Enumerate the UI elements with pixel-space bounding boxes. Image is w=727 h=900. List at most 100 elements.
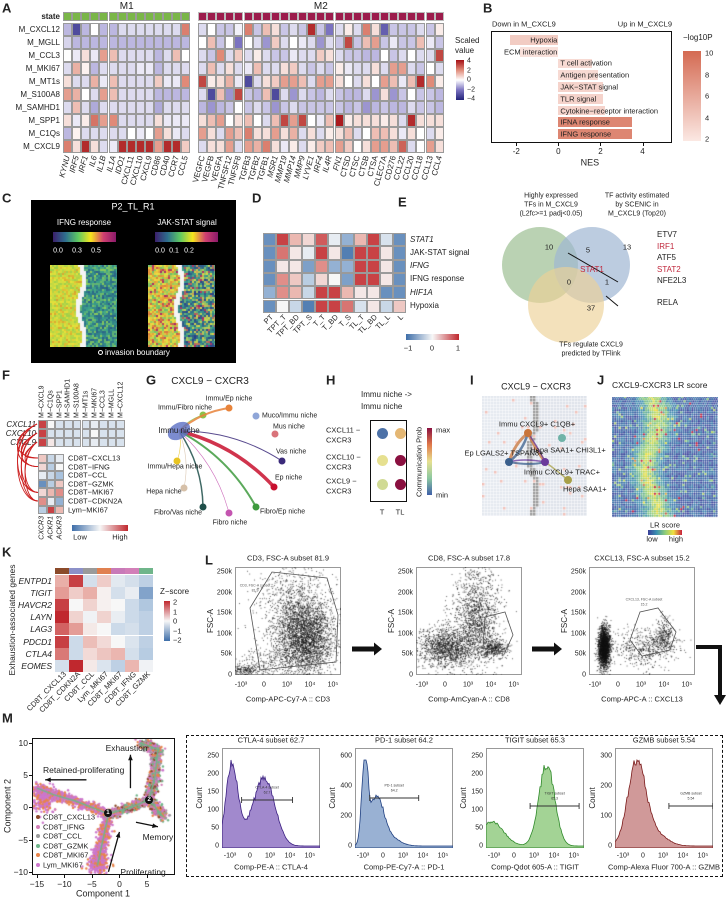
heatmap-cell [261,114,271,127]
heatmap-cell [55,587,69,600]
y-tick-label: 200k [570,589,586,596]
heatmap-cell [352,62,362,75]
state-cell-m2 [207,12,217,21]
heatmap-cell [163,114,173,127]
heatmap-cell [126,23,136,36]
cell-type-label: CD8T−GZMK [68,479,114,489]
boundary-marker-icon [98,350,103,355]
x-tick [558,143,560,146]
heatmap-cell [181,75,191,88]
heatmap-cell [69,575,83,588]
heatmap-cell [252,23,262,36]
heatmap-cell [367,286,380,300]
heatmap-cell [83,575,97,588]
heatmap-cell [261,75,271,88]
heatmap-cell [154,75,164,88]
heatmap-cell [325,114,335,127]
heatmap-cell [216,49,226,62]
heatmap-cell [117,62,127,75]
heatmap-cell [72,36,82,49]
heatmap-cell [380,101,390,114]
heatmap-cell [55,611,69,624]
heatmap-cell [316,75,326,88]
heatmap-cell [46,488,56,497]
heatmap-cell [81,438,91,447]
heatmap-cell [83,647,97,660]
heatmap-cell [97,587,111,600]
heatmap-cell [389,62,399,75]
heatmap-cell [307,49,317,62]
x-tick-label: −5 [87,878,97,889]
y-tick-label: 150 [207,788,219,796]
plot-title: CXCL13, FSC-A subset 15.2 [594,553,690,563]
heatmap-cell [252,75,262,88]
heatmap-cell [69,647,83,660]
heatmap-cell [252,114,262,127]
heatmap-cell [367,272,380,287]
heatmap-cell [139,575,153,588]
heatmap-cell [243,101,253,114]
heatmap-cell [99,62,109,75]
heatmap-cell [97,599,111,612]
heatmap-cell [298,75,308,88]
heatmap-cell [198,62,208,75]
row-label: IFNG response [410,274,465,284]
heatmap-cell [343,23,353,36]
heatmap-cell [72,420,82,429]
jakstat-spatial-map [148,265,215,347]
heatmap-cell [325,75,335,88]
venn-circle-yellow [528,267,604,343]
heatmap-cell [276,246,289,260]
row-label: M_CXCL12 [18,24,60,34]
heatmap-cell [216,114,226,127]
heatmap-cell [434,140,444,153]
heatmap-cell [261,140,271,153]
y-tick-label: 100k [216,630,232,637]
heatmap-cell [361,36,371,49]
panel-label-A: A [2,0,12,16]
heatmap-cell [243,75,253,88]
heatmap-cell [99,127,109,140]
receptor-label: CXCR3 [38,516,46,540]
heatmap-cell [289,233,302,247]
nes-bar [558,117,632,128]
heatmap-cell [81,140,91,153]
heatmap-cell [380,286,393,300]
x-axis-label: Component 1 [75,888,131,899]
heatmap-cell [416,140,426,153]
nes-bar [520,46,559,57]
heatmap-cell [207,62,217,75]
ligand-label: CXCL10 [5,428,36,438]
heatmap-cell [90,101,100,114]
heatmap-cell [83,611,97,624]
state-label: Memory [142,831,174,842]
state-cell-m2 [370,12,380,21]
heatmap-cell [279,88,289,101]
y-tick-label: 0 [215,842,219,850]
heatmap-cell [307,114,317,127]
heatmap-cell [234,49,244,62]
x-tick-label: 10⁵ [508,681,520,689]
ifng-spatial-map [50,265,117,347]
heatmap-cell [139,611,153,624]
row-label: EOMES [21,660,52,671]
y-tick-label: 600 [340,752,352,760]
state-cell-m2 [289,12,299,21]
heatmap-cell [111,587,125,600]
heatmap-cell [99,36,109,49]
heatmap-cell [361,75,371,88]
niche-label: Mus niche [273,423,305,431]
heatmap-cell [315,259,328,273]
heatmap-cell [307,88,317,101]
gate-label: PD-1 subset [384,783,404,788]
heatmap-cell [279,36,289,49]
x-tick-label: 10³ [281,681,293,689]
legend-tick: 1 [455,343,461,353]
arrow-right-icon [532,642,562,656]
panel-label-L: L [205,552,213,568]
heatmap-cell [125,611,139,624]
heatmap-cell [298,36,308,49]
heatmap-cell [407,36,417,49]
x-axis-label: Comp-APC-Cy7-A :: CD3 [245,694,331,704]
heatmap-cell [216,23,226,36]
